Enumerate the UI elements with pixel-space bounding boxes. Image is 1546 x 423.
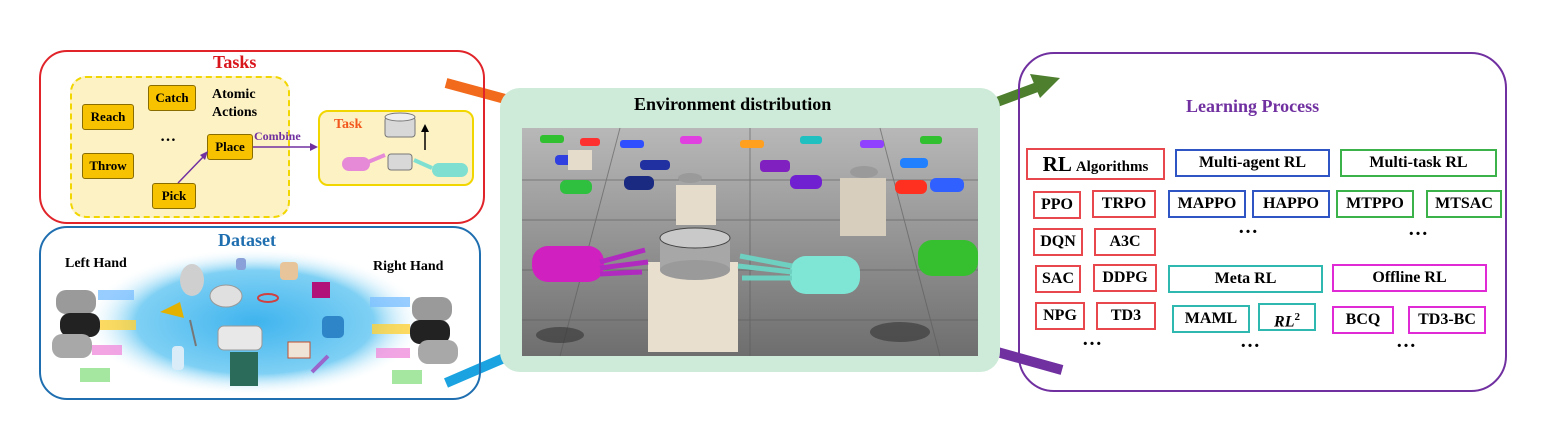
algo-rl2: RL2 bbox=[1258, 303, 1316, 331]
left-hand-label: Left Hand bbox=[65, 256, 127, 271]
algo-dqn: DQN bbox=[1033, 228, 1083, 256]
rl-more: … bbox=[1082, 328, 1103, 350]
multi-task-more: … bbox=[1408, 218, 1429, 240]
algo-mtppo: MTPPO bbox=[1336, 190, 1414, 218]
action-place: Place bbox=[207, 134, 253, 160]
algo-a3c: A3C bbox=[1094, 228, 1156, 256]
environment-title: Environment distribution bbox=[634, 94, 832, 114]
action-catch: Catch bbox=[148, 85, 196, 111]
action-pick: Pick bbox=[152, 183, 196, 209]
algo-npg: NPG bbox=[1035, 302, 1085, 330]
dataset-panel bbox=[39, 226, 481, 400]
algo-bcq: BCQ bbox=[1332, 306, 1394, 334]
offline-rl-header: Offline RL bbox=[1332, 264, 1487, 292]
algo-td3-bc: TD3-BC bbox=[1408, 306, 1486, 334]
rl2-base: RL bbox=[1274, 313, 1295, 331]
tasks-panel bbox=[39, 50, 485, 224]
dataset-title: Dataset bbox=[218, 230, 276, 250]
object-icons bbox=[160, 258, 344, 386]
meta-rl-more: … bbox=[1240, 330, 1261, 352]
combine-label: Combine bbox=[254, 129, 301, 143]
rl-header-small: Algorithms bbox=[1075, 159, 1149, 175]
learning-panel bbox=[1018, 52, 1507, 392]
rl2-sup: 2 bbox=[1294, 311, 1300, 323]
right-hands-icon bbox=[370, 297, 458, 384]
algo-maml: MAML bbox=[1172, 305, 1250, 333]
algo-mtsac: MTSAC bbox=[1426, 190, 1502, 218]
rl-algorithms-header: RL Algorithms bbox=[1026, 148, 1165, 180]
algo-ppo: PPO bbox=[1033, 191, 1081, 219]
algo-ddpg: DDPG bbox=[1093, 264, 1157, 292]
task-label: Task bbox=[334, 117, 363, 132]
offline-rl-more: … bbox=[1396, 330, 1417, 352]
meta-rl-header: Meta RL bbox=[1168, 265, 1323, 293]
multi-task-header: Multi-task RL bbox=[1340, 149, 1497, 177]
right-hand-label: Right Hand bbox=[373, 259, 444, 274]
tasks-title: Tasks bbox=[213, 52, 257, 72]
action-reach: Reach bbox=[82, 104, 134, 130]
actions-ellipsis: … bbox=[160, 128, 177, 145]
algo-sac: SAC bbox=[1035, 265, 1081, 293]
rl-header-big: RL bbox=[1042, 152, 1072, 176]
multi-agent-more: … bbox=[1238, 216, 1259, 238]
action-throw: Throw bbox=[82, 153, 134, 179]
left-hands-icon bbox=[52, 290, 136, 382]
learning-title: Learning Process bbox=[1186, 96, 1320, 116]
algo-trpo: TRPO bbox=[1092, 190, 1156, 218]
multi-agent-header: Multi-agent RL bbox=[1175, 149, 1330, 177]
algo-mappo: MAPPO bbox=[1168, 190, 1246, 218]
algo-happo: HAPPO bbox=[1252, 190, 1330, 218]
atomic-actions-label: Atomic Actions bbox=[212, 87, 258, 120]
algo-td3: TD3 bbox=[1096, 302, 1156, 330]
